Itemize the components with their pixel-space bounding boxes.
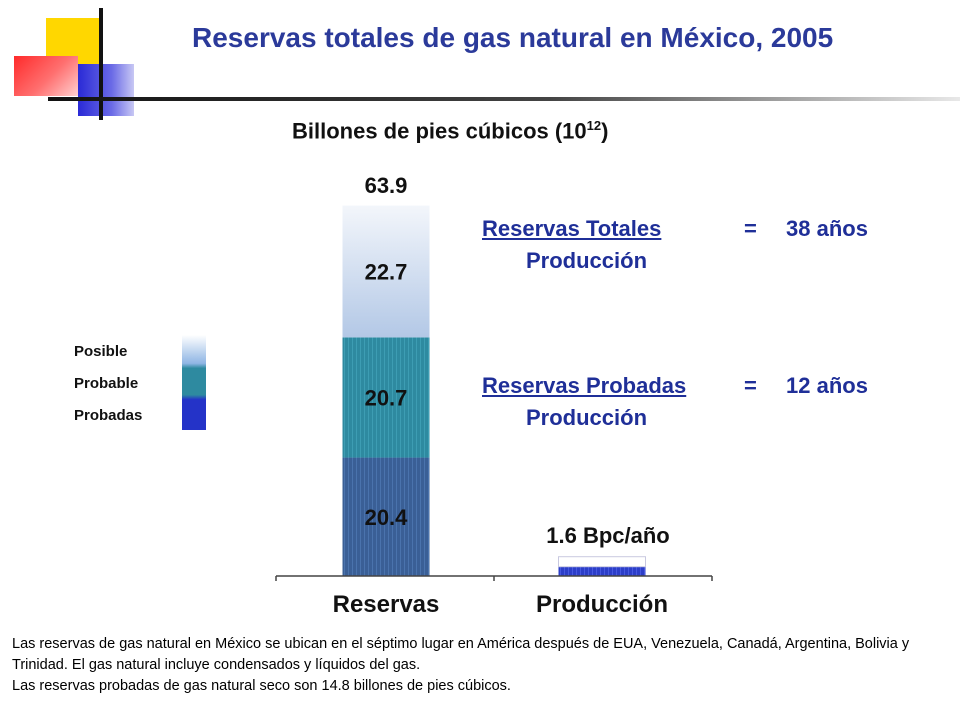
- segment-label-0: 20.4: [365, 505, 409, 530]
- footnote-line-1: Las reservas de gas natural en México se…: [12, 636, 910, 673]
- ratio-equals-probadas: =: [744, 373, 757, 398]
- page-title: Reservas totales de gas natural en Méxic…: [192, 22, 834, 53]
- legend-label-probadas: Probadas: [74, 407, 143, 424]
- ratio-denominator-total: Producción: [526, 248, 648, 273]
- segment-label-1: 20.7: [365, 385, 408, 410]
- footnote-line-2: Las reservas probadas de gas natural sec…: [12, 678, 511, 694]
- ratio-value-total: 38 años: [786, 216, 868, 241]
- vertical-line: [99, 8, 103, 120]
- ratio-value-probadas: 12 años: [786, 373, 868, 398]
- category-label-0: Reservas: [333, 591, 440, 618]
- blue-square: [78, 64, 134, 116]
- corner-decoration: [0, 0, 960, 130]
- category-label-1: Producción: [536, 591, 668, 618]
- bar-0-segment-1: [342, 337, 430, 458]
- red-square: [14, 56, 78, 96]
- bar-0-segment-0: [342, 457, 430, 576]
- production-label: 1.6 Bpc/año: [546, 523, 669, 548]
- legend-swatch: [182, 335, 206, 430]
- segment-label-2: 22.7: [365, 259, 408, 284]
- ratio-equals-total: =: [744, 216, 757, 241]
- ratio-numerator-total: Reservas Totales: [482, 216, 662, 241]
- legend-label-posible: Posible: [74, 343, 128, 360]
- footnote: Las reservas de gas natural en México se…: [12, 634, 947, 697]
- total-label: 63.9: [365, 173, 408, 198]
- ratio-numerator-probadas: Reservas Probadas: [482, 373, 687, 398]
- ratio-denominator-probadas: Producción: [526, 405, 648, 430]
- bar-1-segment-3: [558, 566, 646, 576]
- chart-subtitle: Billones de pies cúbicos (1012): [292, 118, 609, 144]
- legend-label-probable: Probable: [74, 375, 139, 392]
- production-bar-outline: [558, 556, 646, 568]
- horizontal-rule: [48, 97, 960, 101]
- bar-0-segment-2: [342, 205, 430, 338]
